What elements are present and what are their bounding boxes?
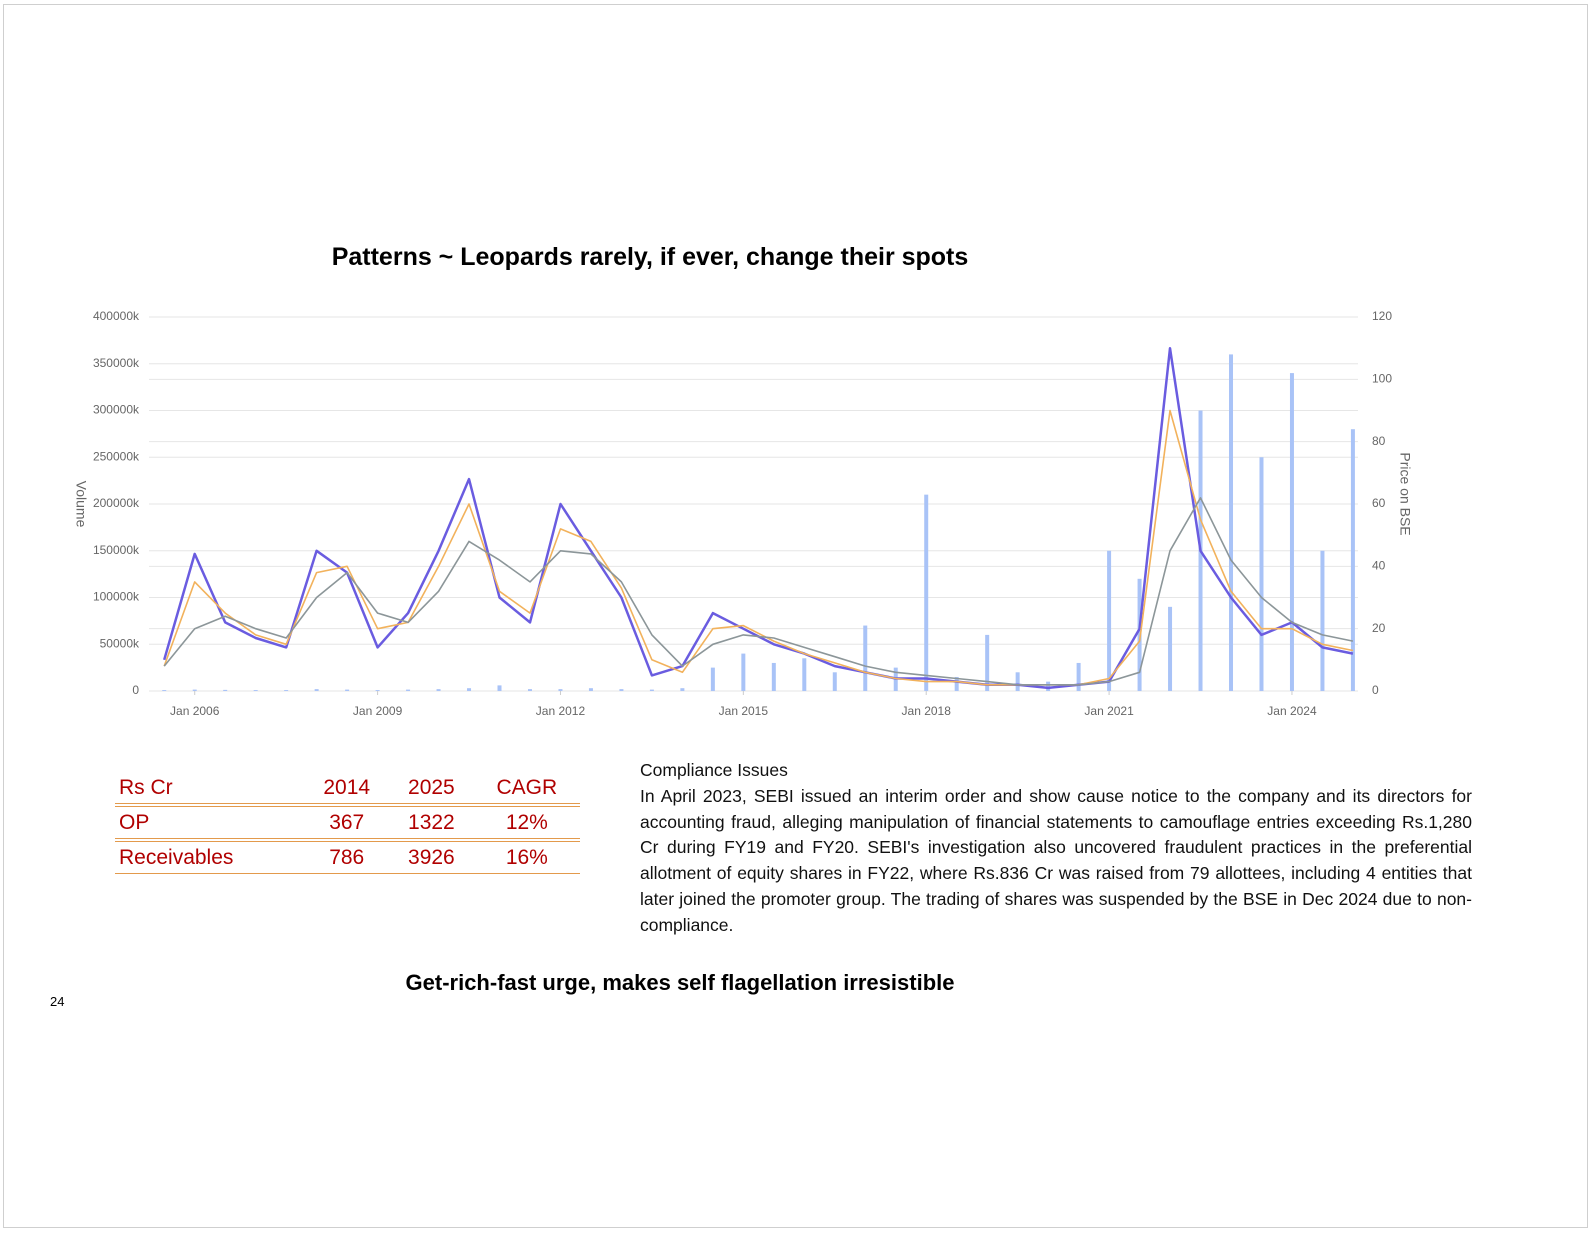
volume-bar [802,658,807,691]
volume-bar [771,662,776,691]
volume-bar [1107,550,1112,691]
volume-bar [1229,354,1234,691]
compliance-box: Compliance Issues In April 2023, SEBI is… [640,758,1472,939]
volume-bar [1015,672,1020,691]
volume-bar [832,672,837,691]
y-tick-label: 150000k [93,543,140,557]
volume-bar [1289,373,1294,691]
y2-tick-label: 0 [1372,683,1379,697]
volume-bar [1076,662,1081,691]
volume-bar [497,685,502,691]
volume-bar [406,689,411,691]
volume-bar [619,689,624,691]
y-tick-label: 250000k [93,449,140,463]
volume-bar [253,690,258,691]
y2-tick-label: 100 [1372,372,1392,386]
volume-bar [1259,457,1264,691]
table-row: OP 367 1322 12% [115,805,580,842]
volume-bar [436,689,441,691]
price-line [163,409,1354,686]
y2-tick-label: 120 [1372,309,1392,323]
y2-axis-label: Price on BSE [1397,452,1413,535]
header-cell: CAGR [473,772,580,807]
cell: 16% [473,840,580,874]
volume-bar [741,653,746,691]
chart: 0 50000k 100000k 150000k 200000k 250000k 30000… [73,309,1413,718]
y-tick-label: 300000k [93,403,140,417]
table-row: Receivables 786 3926 16% [115,840,580,874]
cell: 786 [304,840,390,874]
volume-bar [192,689,197,691]
volume-bar [467,688,472,691]
y-tick-label: 50000k [100,636,140,650]
x-tick-label: Jan 2012 [536,704,586,718]
header-cell: 2025 [389,772,474,807]
volume-bar [223,689,228,691]
volume-bar [1168,606,1173,691]
x-tick-label: Jan 2009 [353,704,403,718]
volume-bar [162,690,167,691]
volume-bar [284,690,289,691]
x-tick-label: Jan 2018 [902,704,952,718]
header-cell: Rs Cr [115,772,305,807]
y-tick-label: 400000k [93,309,140,323]
cell: OP [115,805,305,842]
x-tick-label: Jan 2024 [1267,704,1317,718]
volume-bar [863,625,868,691]
header-cell: 2014 [304,772,390,807]
volume-bar [314,689,319,691]
volume-bar [375,690,380,691]
volume-bar [710,667,715,691]
volume-bar [1320,550,1325,691]
volume-bar [588,688,593,691]
volume-bar [345,689,350,691]
x-tick-label: Jan 2021 [1084,704,1134,718]
y2-tick-label: 20 [1372,621,1386,635]
volume-bar [985,634,990,691]
footer-text: Get-rich-fast urge, makes self flagellat… [405,970,955,995]
volume-bar [649,689,654,691]
price-line [163,497,1354,686]
volume-bar [527,689,532,691]
y2-tick-label: 60 [1372,496,1386,510]
x-tick-label: Jan 2006 [170,704,220,718]
volume-bar [1137,578,1142,691]
cell: 12% [473,805,580,842]
cell: 367 [304,805,390,842]
y2-tick-label: 80 [1372,434,1386,448]
compliance-heading: Compliance Issues [640,760,788,780]
y-tick-label: 100000k [93,590,140,604]
page-number: 24 [50,994,65,1009]
x-tick-label: Jan 2015 [719,704,769,718]
financial-table: Rs Cr 2014 2025 CAGR OP 367 1322 12% Rec… [115,772,580,874]
y-tick-label: 0 [132,683,139,697]
y-tick-label: 350000k [93,356,140,370]
volume-bar [680,688,685,691]
slide-title: Patterns ~ Leopards rarely, if ever, cha… [331,243,969,271]
table-header: Rs Cr 2014 2025 CAGR [115,772,580,807]
volume-bar [558,689,563,691]
cell: 1322 [389,805,474,842]
cell: 3926 [389,840,474,874]
compliance-text: In April 2023, SEBI issued an interim or… [640,785,1472,935]
y2-tick-label: 40 [1372,559,1386,573]
y-tick-label: 200000k [93,496,140,510]
cell: Receivables [115,840,305,874]
volume-bar [954,676,959,691]
volume-bar [924,494,929,691]
slide-frame [3,4,1588,1228]
volume-bar [1350,429,1355,691]
volume-bar [1046,681,1051,691]
y-axis-label: Volume [73,481,89,528]
